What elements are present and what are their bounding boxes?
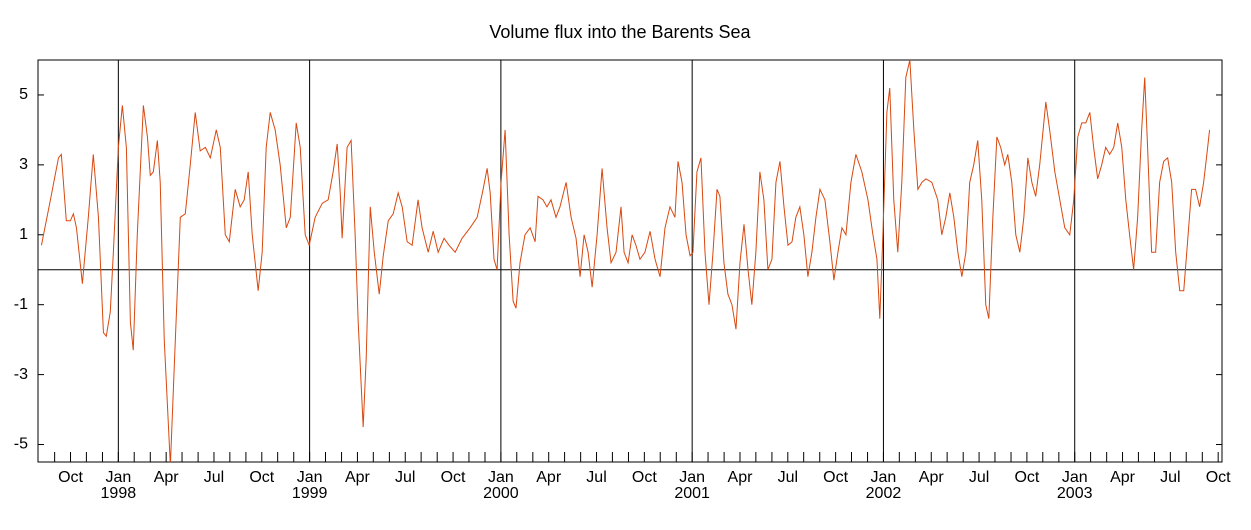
x-tick-label: Jul [395,469,415,486]
x-tick-label: Jul [969,469,989,486]
x-tick-label: Oct [58,469,83,486]
x-tick-label: Jan [105,469,131,486]
x-tick-label: Jan [679,469,705,486]
plot-frame [37,59,1223,463]
x-tick-label: Jul [778,469,798,486]
x-tick-label: Oct [823,469,848,486]
x-tick-label: Oct [249,469,274,486]
y-tick-label: 3 [19,156,28,173]
year-label: 1998 [101,485,137,502]
x-tick-label: Jul [204,469,224,486]
y-tick-label: -3 [14,366,28,383]
year-label: 2001 [674,485,710,502]
x-tick-label: Apr [919,469,945,486]
series-line [40,60,1211,462]
year-label: 2000 [483,485,519,502]
x-tick-label: Jan [297,469,323,486]
y-tick-label: -5 [14,436,28,453]
x-tick-label: Jan [488,469,514,486]
x-tick-label: Oct [632,469,657,486]
x-tick-label: Jul [586,469,606,486]
x-tick-label: Apr [728,469,754,486]
x-tick-label: Apr [154,469,180,486]
x-tick-label: Oct [441,469,466,486]
year-label: 2002 [866,485,902,502]
x-tick-label: Jul [1160,469,1180,486]
y-tick-label: -1 [14,296,28,313]
year-label: 2003 [1057,485,1093,502]
y-tick-label: 1 [19,226,28,243]
year-label: 1999 [292,485,328,502]
x-tick-label: Jan [871,469,897,486]
x-tick-label: Oct [1206,469,1231,486]
x-tick-label: Oct [1014,469,1039,486]
x-tick-label: Apr [536,469,562,486]
chart-title: Volume flux into the Barents Sea [489,22,751,42]
x-tick-label: Jan [1062,469,1088,486]
y-tick-label: 5 [19,86,28,103]
x-tick-label: Apr [1110,469,1136,486]
x-tick-label: Apr [345,469,371,486]
